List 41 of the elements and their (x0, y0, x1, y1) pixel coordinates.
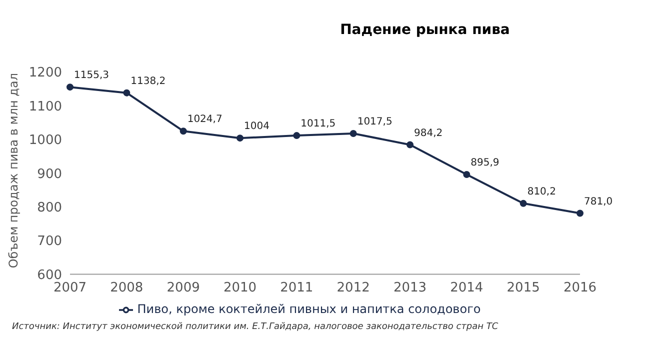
data-label: 895,9 (470, 158, 500, 169)
x-tick-label: 2011 (280, 280, 314, 296)
data-label: 810,2 (527, 186, 556, 198)
data-label: 1138,2 (130, 76, 166, 87)
legend-label: Пиво, кроме коктейлей пивных и напитка солодового (137, 302, 481, 316)
x-tick-label: 2015 (506, 280, 540, 296)
y-axis-title: Объем продаж пива в млн дал (6, 73, 20, 268)
data-label: 1004 (244, 121, 270, 132)
point (406, 141, 414, 148)
data-label: 781,0 (584, 196, 613, 208)
x-tick-label: 2016 (563, 280, 597, 296)
point (350, 130, 357, 138)
x-tick-label: 2007 (53, 280, 87, 296)
data-label: 1017,5 (357, 116, 392, 128)
x-tick-label: 2013 (393, 280, 427, 296)
point (293, 132, 300, 140)
x-tick-label: 2008 (110, 280, 144, 296)
y-tick-label: 600 (37, 268, 62, 283)
text: Источник: Институт экономической политики им. Е.Т.Гайдара, налоговое законодательство стран ТС (12, 322, 498, 332)
point (180, 128, 187, 135)
data-label: 1024,7 (187, 114, 222, 126)
data-label: 984,2 (414, 128, 443, 139)
y-tick-label: 800 (37, 200, 62, 216)
y-tick-label: 1100 (28, 99, 62, 114)
point (236, 134, 244, 142)
y-tick-label: 1000 (28, 133, 62, 148)
point (520, 200, 527, 207)
x-tick-label: 2014 (450, 280, 484, 296)
x-tick-label: 2010 (223, 280, 257, 296)
y-tick-label: 700 (37, 234, 62, 250)
point (123, 89, 130, 96)
point (66, 84, 74, 91)
data-label: 1155,3 (74, 70, 109, 82)
x-tick-label: 2012 (336, 280, 370, 296)
y-tick-label: 900 (37, 166, 62, 182)
x-tick-label: 2009 (166, 280, 200, 296)
data-label: 1011,5 (300, 118, 336, 130)
y-tick-label: 1200 (28, 66, 62, 81)
chart-title: Падение рынка пива (339, 22, 511, 38)
point (463, 171, 470, 178)
point (576, 210, 584, 217)
